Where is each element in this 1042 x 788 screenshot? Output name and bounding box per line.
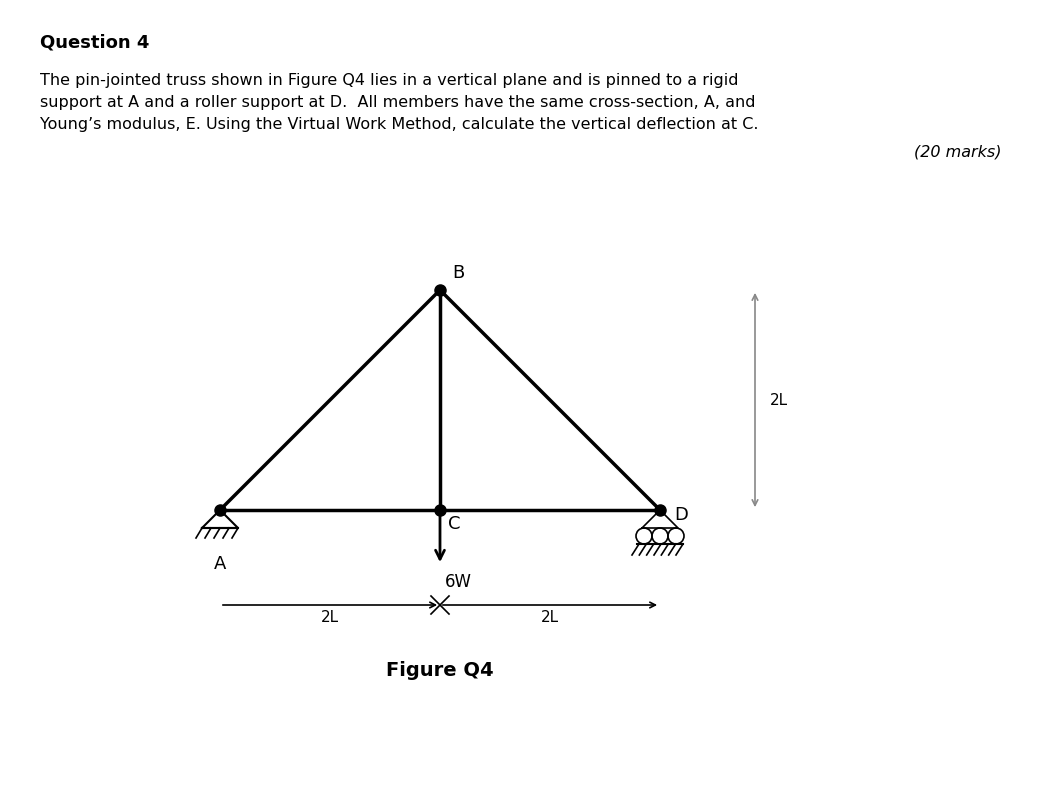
Text: Young’s modulus, E. Using the Virtual Work Method, calculate the vertical deflec: Young’s modulus, E. Using the Virtual Wo… bbox=[40, 117, 759, 132]
Text: A: A bbox=[214, 555, 226, 573]
Text: C: C bbox=[448, 515, 461, 533]
Text: 2L: 2L bbox=[770, 392, 788, 407]
Text: 2L: 2L bbox=[321, 610, 339, 625]
Text: (20 marks): (20 marks) bbox=[915, 144, 1002, 159]
Text: Figure Q4: Figure Q4 bbox=[387, 660, 494, 679]
Text: The pin-jointed truss shown in Figure Q4 lies in a vertical plane and is pinned : The pin-jointed truss shown in Figure Q4… bbox=[40, 73, 739, 88]
Text: Question 4: Question 4 bbox=[40, 33, 149, 51]
Text: 2L: 2L bbox=[541, 610, 560, 625]
Text: support at A and a roller support at D.  All members have the same cross-section: support at A and a roller support at D. … bbox=[40, 95, 755, 110]
Text: B: B bbox=[452, 264, 465, 282]
Text: 6W: 6W bbox=[445, 573, 472, 591]
Text: D: D bbox=[674, 506, 688, 524]
